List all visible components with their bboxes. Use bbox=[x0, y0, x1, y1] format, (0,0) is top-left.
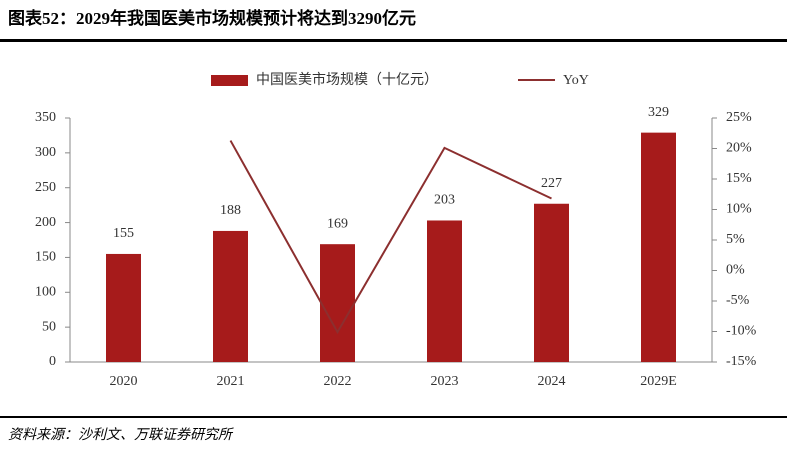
y-tick-label: 350 bbox=[35, 110, 56, 125]
x-tick-label: 2021 bbox=[217, 374, 245, 389]
y2-tick-label: 10% bbox=[726, 202, 752, 217]
legend-swatch bbox=[211, 75, 248, 86]
y-tick-label: 150 bbox=[35, 250, 56, 265]
bar bbox=[320, 244, 355, 362]
y-tick-label: 100 bbox=[35, 285, 56, 300]
y-tick-label: 250 bbox=[35, 180, 56, 195]
y2-tick-label: 5% bbox=[726, 232, 745, 247]
x-tick-label: 2024 bbox=[538, 374, 566, 389]
bar-value-label: 329 bbox=[648, 105, 669, 120]
bar-value-label: 203 bbox=[434, 193, 455, 208]
bar-value-label: 188 bbox=[220, 203, 241, 218]
source-rule bbox=[0, 416, 787, 418]
bar-value-label: 227 bbox=[541, 176, 562, 191]
y-tick-label: 300 bbox=[35, 145, 56, 160]
x-tick-label: 2022 bbox=[324, 374, 352, 389]
yoy-line bbox=[229, 140, 552, 335]
y2-tick-label: 0% bbox=[726, 263, 745, 278]
chart-title: 图表52：2029年我国医美市场规模预计将达到3290亿元 bbox=[8, 8, 416, 28]
bar bbox=[213, 230, 248, 362]
y-tick-label: 200 bbox=[35, 215, 56, 230]
x-tick-label: 2029E bbox=[640, 374, 677, 389]
bar bbox=[534, 203, 569, 362]
y-tick-label: 0 bbox=[49, 354, 56, 369]
y-tick-label: 50 bbox=[42, 319, 56, 334]
source-note: 资料来源：沙利文、万联证券研究所 bbox=[8, 427, 234, 443]
y2-tick-label: 20% bbox=[726, 141, 752, 156]
legend-label: 中国医美市场规模（十亿元） bbox=[256, 71, 438, 88]
bar-value-label: 169 bbox=[327, 216, 348, 231]
y2-tick-label: 25% bbox=[726, 110, 752, 125]
y2-tick-label: -10% bbox=[726, 324, 757, 339]
bar bbox=[427, 220, 462, 362]
bar bbox=[641, 132, 676, 362]
y2-tick-label: 15% bbox=[726, 171, 752, 186]
bar bbox=[106, 253, 141, 362]
y2-tick-label: -5% bbox=[726, 293, 750, 308]
legend-label: YoY bbox=[563, 73, 589, 88]
bar-value-label: 155 bbox=[113, 226, 134, 241]
y2-tick-label: -15% bbox=[726, 354, 757, 369]
x-tick-label: 2023 bbox=[431, 374, 459, 389]
x-tick-label: 2020 bbox=[110, 374, 138, 389]
title-rule bbox=[0, 39, 787, 42]
